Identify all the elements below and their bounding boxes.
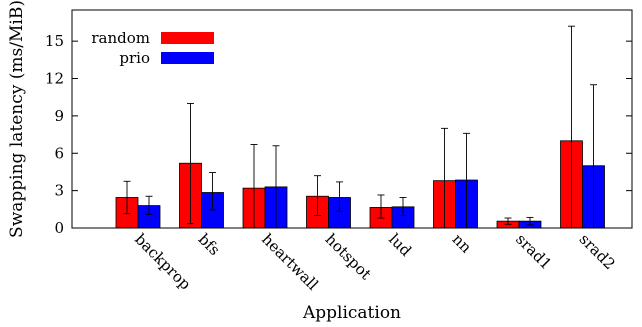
plot-frame xyxy=(71,9,633,229)
x-tick-label-lud: lud xyxy=(385,230,415,260)
y-tick-label: 0 xyxy=(54,219,64,237)
legend-swatch-prio xyxy=(161,52,214,64)
legend-label-prio: prio xyxy=(119,49,150,67)
axes-layer: 0 3 6 9 12 15 backprop bfs heartwall hotspot lud nn… xyxy=(45,32,632,294)
x-tick-label-hotspot: hotspot xyxy=(322,230,375,283)
x-axis-label: Application xyxy=(302,303,401,323)
x-tick-label-srad1: srad1 xyxy=(512,230,555,273)
x-tick-label-srad2: srad2 xyxy=(576,230,619,273)
legend-swatch-random xyxy=(161,32,214,44)
y-tick-label: 9 xyxy=(54,107,64,125)
x-tick-label-bfs: bfs xyxy=(195,230,224,259)
legend-label-random: random xyxy=(91,29,150,47)
legend: random prio xyxy=(91,29,214,67)
y-tick-label: 15 xyxy=(45,32,64,50)
x-tick-label-heartwall: heartwall xyxy=(258,230,322,294)
y-tick-label: 3 xyxy=(54,182,64,200)
y-tick-label: 12 xyxy=(45,70,64,88)
y-axis-label: Swapping latency (ms/MiB) xyxy=(7,0,27,238)
x-tick-label-backprop: backprop xyxy=(131,230,194,293)
bars-layer xyxy=(115,140,605,229)
x-tick-label-nn: nn xyxy=(449,230,476,257)
y-tick-label: 6 xyxy=(54,144,64,162)
